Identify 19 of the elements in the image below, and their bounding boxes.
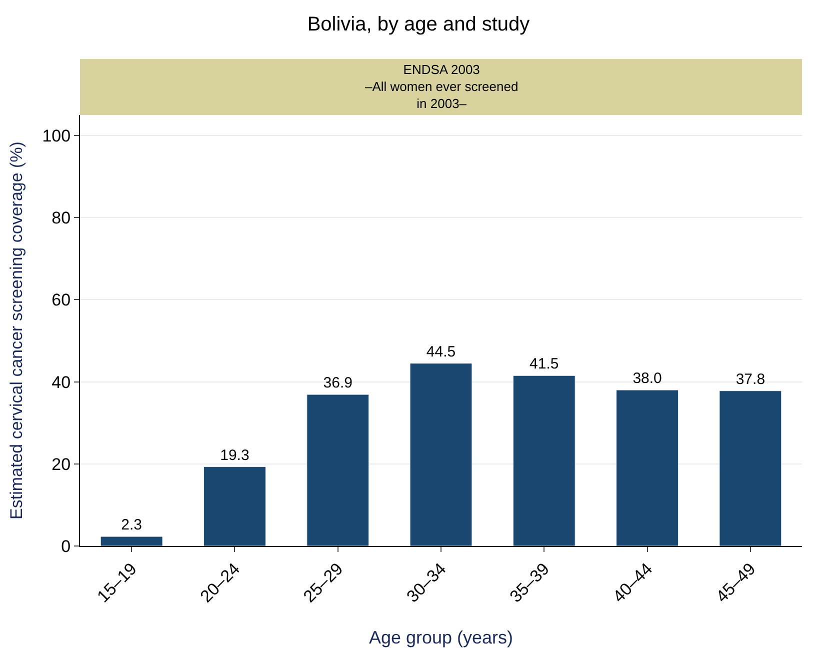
data-label: 44.5: [426, 343, 456, 360]
chart-title: Bolivia, by age and study: [307, 13, 530, 36]
data-label: 2.3: [121, 516, 142, 534]
y-tick-label: 100: [42, 126, 71, 146]
bar: [204, 466, 266, 546]
data-label: 41.5: [530, 356, 559, 373]
y-tick-label: 0: [61, 536, 71, 556]
bar: [100, 536, 163, 546]
data-label: 36.9: [323, 374, 352, 392]
data-label: 37.8: [736, 370, 766, 388]
data-label: 19.3: [220, 446, 250, 464]
y-tick-label: 20: [52, 454, 71, 474]
data-label: 38.0: [632, 370, 662, 388]
x-axis-title: Age group (years): [368, 627, 514, 648]
y-tick-label: 80: [52, 208, 71, 228]
y-tick-label: 60: [52, 290, 71, 310]
y-axis-title: Estimated cervical cancer screening coverage (%): [6, 142, 26, 520]
y-tick-label: 40: [52, 372, 71, 392]
chart-subtitle: ENDSA 2003 –All women ever screened in 2003–: [365, 62, 518, 111]
